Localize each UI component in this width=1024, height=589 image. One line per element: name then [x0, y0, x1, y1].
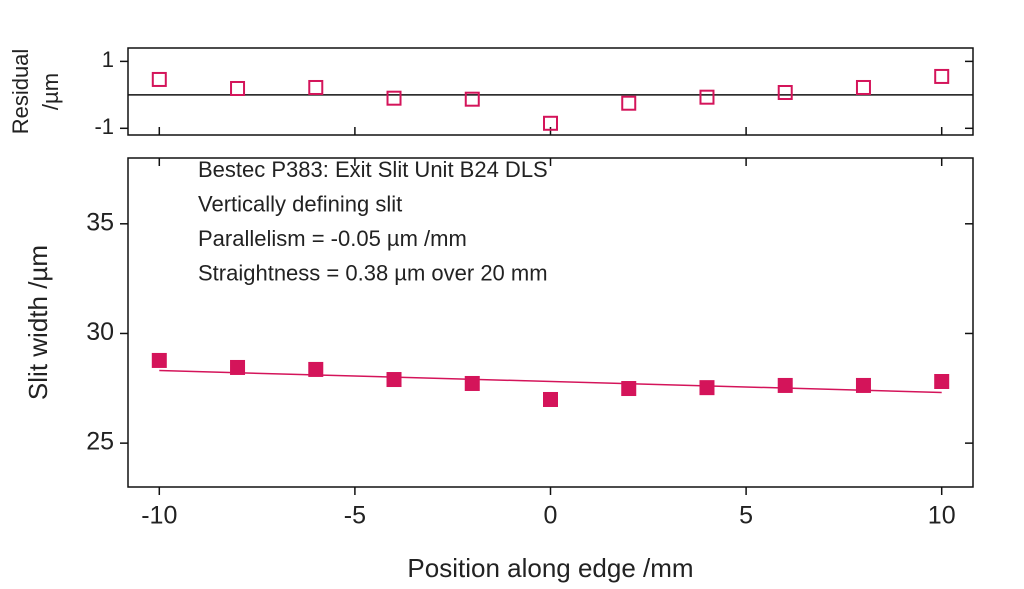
y-tick-label: 25 — [86, 428, 114, 456]
data-point — [777, 377, 793, 393]
data-point — [699, 89, 715, 105]
y-tick-label: -1 — [94, 114, 114, 139]
x-tick-label: -5 — [344, 502, 366, 530]
fit-line — [159, 369, 942, 394]
data-point — [934, 374, 950, 390]
annotation: Vertically defining slit — [198, 191, 402, 216]
annotation: Bestec P383: Exit Slit Unit B24 DLS — [198, 157, 548, 182]
y-axis-label: /µm — [38, 73, 63, 110]
data-point — [699, 380, 715, 396]
data-point — [621, 95, 637, 111]
annotation: Parallelism = -0.05 µm /mm — [198, 226, 467, 251]
y-tick-label: 35 — [86, 208, 114, 236]
data-point — [464, 375, 480, 391]
data-point — [151, 352, 167, 368]
data-point — [230, 80, 246, 96]
data-point — [543, 391, 558, 407]
data-point — [777, 85, 793, 101]
data-point — [934, 68, 950, 84]
data-point — [464, 91, 480, 107]
plot-frame — [127, 47, 974, 136]
x-tick-label: 5 — [739, 502, 753, 530]
x-tick-label: 10 — [928, 502, 956, 530]
data-point — [386, 372, 402, 388]
y-tick-label: 30 — [86, 318, 114, 346]
data-point — [855, 377, 871, 393]
x-tick-label: -10 — [141, 502, 177, 530]
data-point — [230, 359, 246, 375]
y-axis-label: Residual — [8, 49, 33, 135]
y-axis-label: Slit width /µm — [23, 245, 53, 400]
data-point — [855, 79, 871, 95]
data-point — [621, 381, 637, 397]
x-axis-label: Position along edge /mm — [407, 553, 693, 583]
y-tick-label: 1 — [102, 47, 114, 72]
data-point — [151, 71, 167, 87]
x-tick-label: 0 — [544, 502, 558, 530]
data-point — [308, 79, 324, 95]
data-point — [543, 115, 558, 131]
annotation: Straightness = 0.38 µm over 20 mm — [198, 260, 548, 285]
data-point — [308, 361, 324, 377]
data-point — [386, 90, 402, 106]
